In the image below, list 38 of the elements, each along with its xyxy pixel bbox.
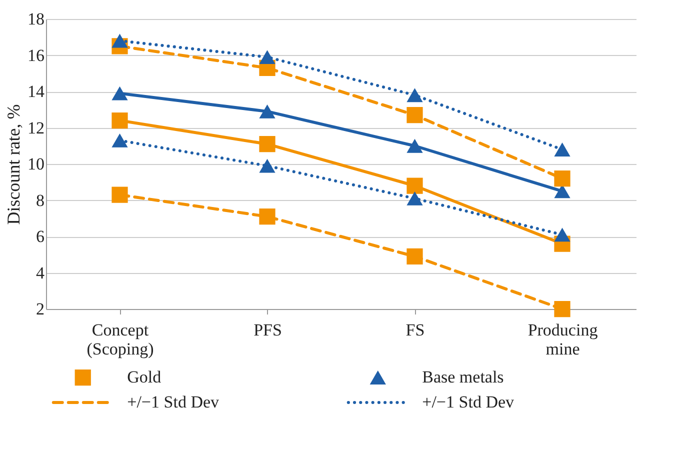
point bbox=[259, 136, 276, 152]
point bbox=[112, 86, 128, 100]
point bbox=[554, 300, 570, 318]
point bbox=[406, 178, 423, 194]
point bbox=[554, 170, 570, 187]
y-axis-title: Discount rate, % bbox=[4, 104, 24, 225]
y-tick-label: 8 bbox=[36, 190, 44, 210]
point bbox=[112, 133, 128, 148]
point bbox=[554, 142, 570, 156]
point bbox=[554, 228, 570, 242]
legend-label: +/−1 Std Dev bbox=[422, 392, 515, 412]
point bbox=[259, 158, 276, 173]
point bbox=[259, 104, 276, 118]
point bbox=[406, 88, 423, 102]
x-tick-label: Producing mine bbox=[528, 320, 598, 358]
y-tick-label: 10 bbox=[28, 154, 44, 174]
legend-label: Gold bbox=[127, 368, 162, 386]
y-tick-label: 14 bbox=[28, 82, 45, 101]
point bbox=[112, 112, 128, 129]
point bbox=[406, 138, 423, 153]
point bbox=[112, 34, 128, 48]
x-tick-label: Concept (Scoping) bbox=[86, 320, 154, 358]
point bbox=[259, 50, 276, 64]
y-tick-label: 6 bbox=[36, 227, 44, 246]
x-tick-label: PFS bbox=[254, 320, 282, 340]
legend-label: Base metals bbox=[422, 368, 504, 386]
y-tick-label: 16 bbox=[28, 46, 44, 65]
point bbox=[406, 248, 423, 264]
y-tick-label: 12 bbox=[28, 118, 44, 138]
x-tick-label: FS bbox=[406, 320, 425, 340]
y-tick-label: 2 bbox=[36, 300, 44, 318]
point bbox=[112, 186, 128, 203]
point bbox=[406, 107, 423, 124]
point bbox=[259, 208, 276, 225]
point bbox=[406, 191, 423, 206]
y-tick-label: 4 bbox=[36, 263, 45, 282]
y-tick-label: 18 bbox=[28, 10, 44, 28]
legend-label: +/−1 Std Dev bbox=[127, 392, 220, 412]
